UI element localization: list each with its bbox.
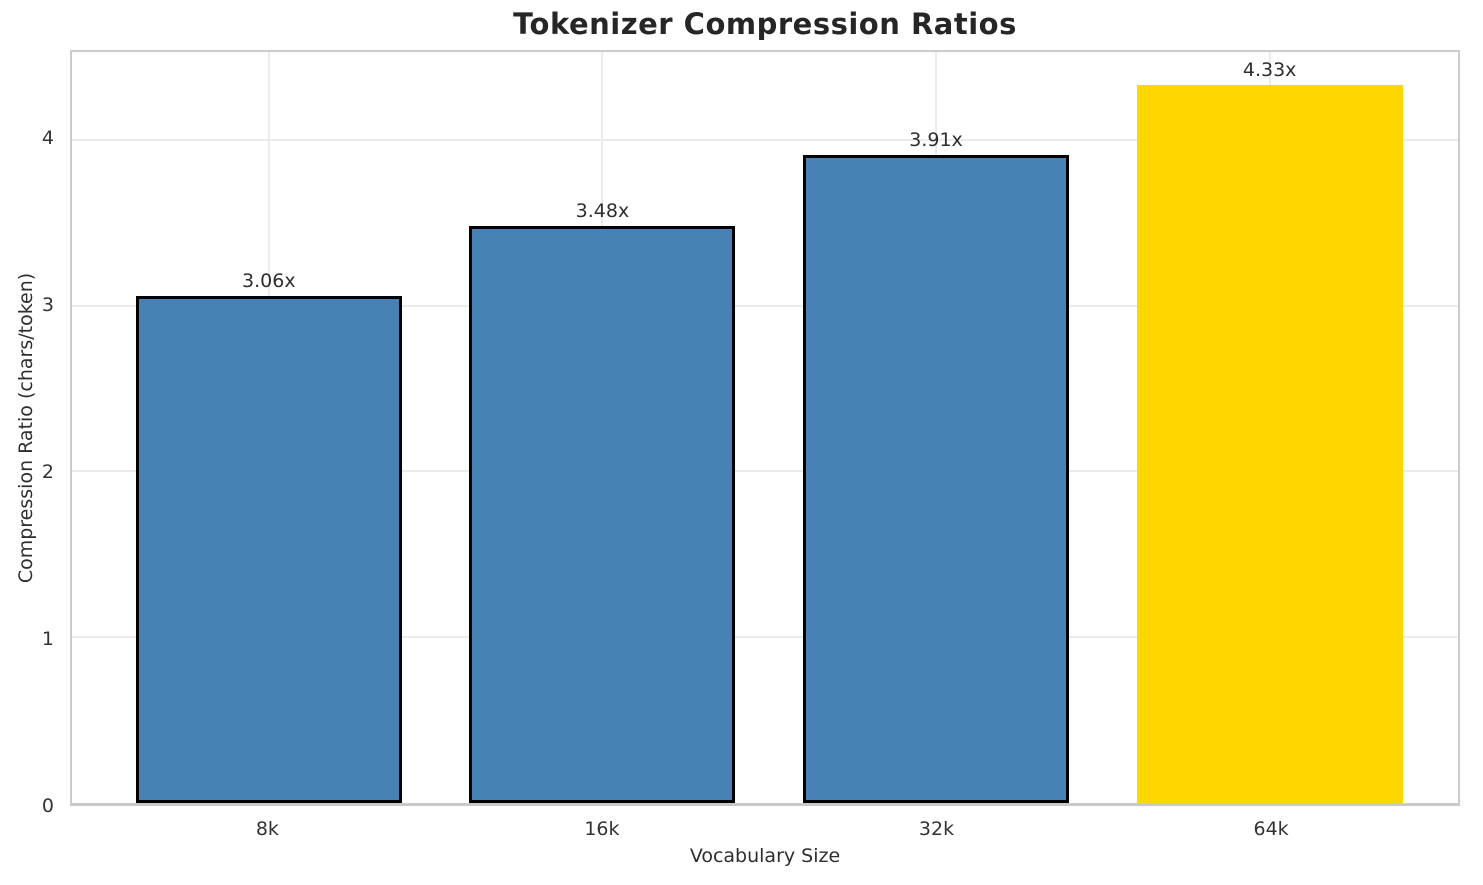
y-tick-label-2: 2 <box>41 461 54 484</box>
bar-value-label-32k: 3.91x <box>909 128 963 151</box>
h-gridline-3 <box>72 304 1458 307</box>
y-tick-label-0: 0 <box>41 795 54 817</box>
bar-32k <box>802 154 1070 803</box>
bar-value-label-16k: 3.48x <box>575 200 630 223</box>
bar-8k <box>135 295 402 803</box>
x-tick-label-64k: 64k <box>1253 818 1289 840</box>
h-gridline-2 <box>72 470 1458 473</box>
bar-64k <box>1136 85 1403 803</box>
plot-area: 3.06x 3.48x 3.91x 4.33x <box>70 50 1460 806</box>
bar-16k <box>469 226 736 803</box>
x-tick-label-16k: 16k <box>584 818 620 840</box>
x-tick-label-32k: 32k <box>918 818 955 840</box>
x-axis-label: Vocabulary Size <box>689 845 841 867</box>
bar-value-label-8k: 3.06x <box>242 269 296 292</box>
y-tick-label-4: 4 <box>41 127 54 150</box>
h-gridline-1 <box>72 636 1458 639</box>
y-tick-label-3: 3 <box>41 294 54 317</box>
chart-title: Tokenizer Compression Ratios <box>513 7 1017 41</box>
y-tick-label-1: 1 <box>41 628 54 651</box>
y-axis-label: Compression Ratio (chars/token) <box>15 272 37 584</box>
h-gridline-4 <box>72 138 1458 141</box>
x-tick-label-8k: 8k <box>255 818 279 840</box>
bar-value-label-64k: 4.33x <box>1242 59 1297 82</box>
